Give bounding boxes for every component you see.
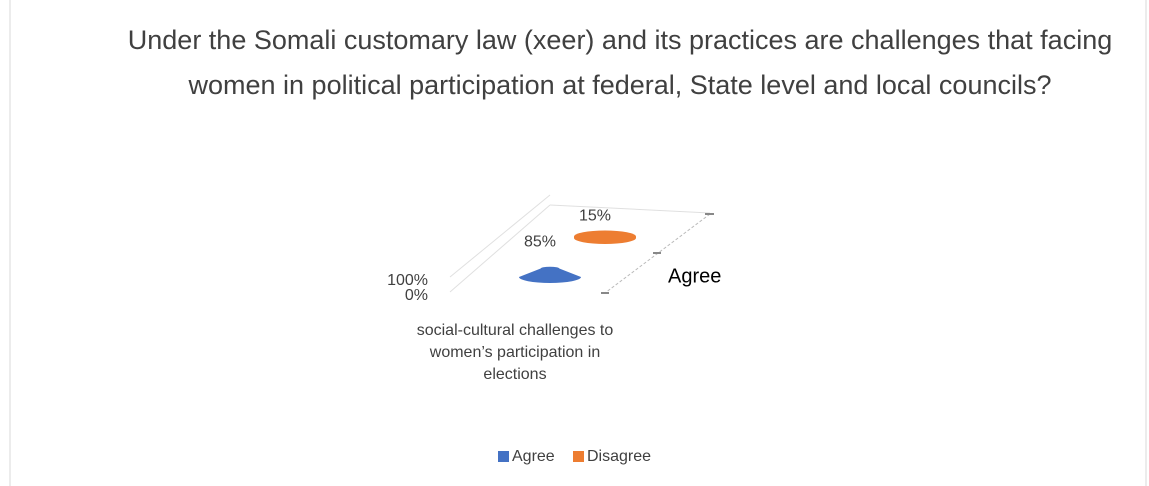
y-tick-label: 0% xyxy=(405,287,428,304)
floor-edge xyxy=(449,194,551,278)
bar xyxy=(519,266,581,283)
category-label: social-cultural challenges to women’s pa… xyxy=(416,322,614,383)
legend-swatch xyxy=(573,451,584,462)
legend-label: Disagree xyxy=(587,448,651,465)
chart-frame xyxy=(9,0,1147,486)
floor-edge xyxy=(449,204,551,293)
floor-edge xyxy=(549,204,711,214)
depth-axis-label: Agree xyxy=(668,265,721,287)
data-label: 15% xyxy=(579,208,611,225)
bar xyxy=(574,230,636,244)
floor xyxy=(449,194,711,293)
legend-label: Agree xyxy=(512,448,555,465)
legend-swatch xyxy=(498,451,509,462)
chart-title: Under the Somali customary law (xeer) an… xyxy=(127,25,1113,100)
data-label: 85% xyxy=(524,234,556,251)
y-tick-label: 100% xyxy=(387,272,428,289)
